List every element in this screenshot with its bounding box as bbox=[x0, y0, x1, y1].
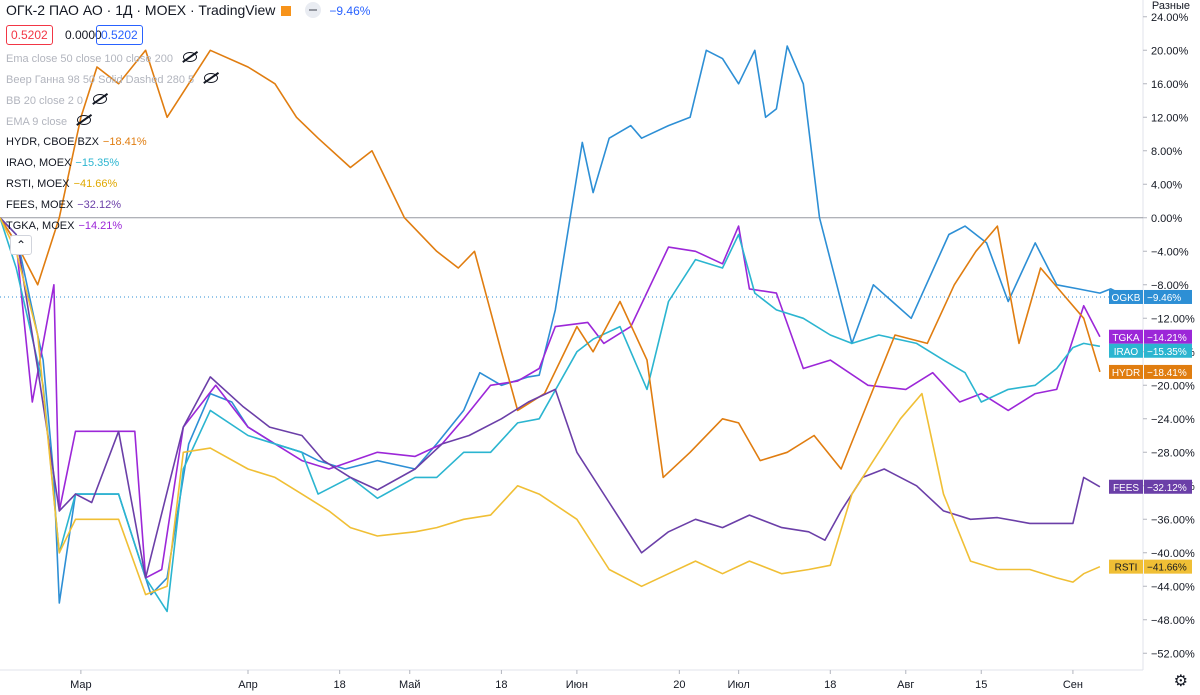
legend-value: −32.12% bbox=[77, 199, 121, 211]
last-value-badge-rsti bbox=[1144, 559, 1192, 574]
y-tick-label: 12.00% bbox=[1151, 112, 1189, 124]
x-tick-label: 18 bbox=[824, 679, 836, 691]
y-tick-label: −36.00% bbox=[1151, 514, 1195, 526]
legend-rsti[interactable]: RSTI, MOEX −41.66% bbox=[6, 178, 117, 190]
series-tag-label: FEES bbox=[1113, 483, 1139, 494]
series-line-ogkb bbox=[0, 45, 1128, 604]
last-value-badge-tgka bbox=[1144, 329, 1192, 344]
indicator-label: BB 20 close 2 0 bbox=[6, 95, 84, 107]
series-tag-tgka bbox=[1109, 329, 1143, 344]
y-tick-label: 8.00% bbox=[1151, 146, 1182, 158]
hidden-eye-icon[interactable] bbox=[77, 115, 92, 125]
x-tick-label: 18 bbox=[495, 679, 507, 691]
ask-price-box[interactable]: 0.5202 bbox=[96, 25, 143, 45]
y-tick-label: −28.00% bbox=[1151, 447, 1195, 459]
indicator-label: Ema close 50 close 100 close 200 bbox=[6, 53, 173, 65]
y-tick-label: −48.00% bbox=[1151, 615, 1195, 627]
y-tick-label: 24.00% bbox=[1151, 12, 1189, 24]
series-line-irao bbox=[0, 217, 1101, 613]
x-tick-label: Мар bbox=[70, 679, 92, 691]
legend-value: −18.41% bbox=[102, 136, 147, 148]
series-line-rsti bbox=[0, 217, 1101, 596]
indicator-bollinger[interactable]: BB 20 close 2 0 bbox=[6, 94, 108, 107]
series-tag-irao bbox=[1109, 343, 1143, 358]
legend-value: −14.21% bbox=[78, 220, 123, 232]
y-tick-label: −12.00% bbox=[1151, 313, 1195, 325]
y-tick-label: −8.00% bbox=[1151, 280, 1189, 292]
series-tag-rsti bbox=[1109, 559, 1143, 574]
series-line-tgka bbox=[0, 217, 1101, 579]
y-tick-label: −20.00% bbox=[1151, 380, 1195, 392]
legend-label: RSTI, MOEX bbox=[6, 178, 70, 190]
y-tick-label: −4.00% bbox=[1151, 246, 1189, 258]
series-tag-hydr bbox=[1109, 364, 1143, 379]
x-tick-label: Апр bbox=[238, 679, 257, 691]
symbol-change: −9.46% bbox=[329, 4, 371, 18]
x-tick-label: Июн bbox=[566, 679, 588, 691]
spread-value: 0.0000 bbox=[65, 28, 102, 42]
series-tag-fees bbox=[1109, 479, 1143, 494]
y-tick-label: −40.00% bbox=[1151, 548, 1195, 560]
gear-icon[interactable]: ⚙ bbox=[1173, 673, 1188, 690]
last-value-label: −9.46% bbox=[1147, 293, 1181, 304]
series-tag-ogkb bbox=[1109, 289, 1143, 304]
indicator-ema-ribbon[interactable]: Ema close 50 close 100 close 200 bbox=[6, 52, 197, 65]
hidden-eye-icon[interactable] bbox=[93, 94, 108, 104]
y-tick-label: −44.00% bbox=[1151, 581, 1195, 593]
last-value-label: −18.41% bbox=[1147, 368, 1187, 379]
indicator-gann-fan[interactable]: Веер Ганна 98 50 Solid Dashed 280 5 bbox=[6, 73, 219, 86]
legend-label: FEES, MOEX bbox=[6, 199, 74, 211]
collapse-legend-button[interactable]: ⌃ bbox=[10, 235, 32, 255]
last-value-badge-irao bbox=[1144, 343, 1192, 358]
legend-irao[interactable]: IRAO, MOEX −15.35% bbox=[6, 157, 119, 169]
legend-fees[interactable]: FEES, MOEX −32.12% bbox=[6, 199, 121, 211]
legend-value: −15.35% bbox=[75, 157, 120, 169]
legend-value: −41.66% bbox=[73, 178, 118, 190]
x-tick-label: Авг bbox=[897, 679, 914, 691]
indicator-label: EMA 9 close bbox=[6, 116, 68, 128]
symbol-title[interactable]: ОГК-2 ПАО АО · 1Д · MOEX · TradingView bbox=[6, 2, 276, 18]
y-tick-label: 4.00% bbox=[1151, 179, 1182, 191]
x-tick-label: Июл bbox=[727, 679, 749, 691]
hidden-eye-icon[interactable] bbox=[182, 52, 197, 62]
series-line-fees bbox=[0, 217, 1101, 579]
x-tick-label: Май bbox=[399, 679, 421, 691]
series-tag-label: TGKA bbox=[1112, 333, 1140, 344]
legend-tgka[interactable]: TGKA, MOEX −14.21% bbox=[6, 220, 122, 232]
legend-label: IRAO, MOEX bbox=[6, 157, 72, 169]
y-tick-label: 0.00% bbox=[1151, 213, 1182, 225]
y-tick-label: −24.00% bbox=[1151, 414, 1195, 426]
visibility-toggle-icon[interactable] bbox=[305, 2, 322, 18]
last-value-label: −32.12% bbox=[1147, 483, 1187, 494]
last-value-badge-hydr bbox=[1144, 364, 1192, 379]
series-tag-label: IRAO bbox=[1114, 347, 1139, 358]
y-tick-label: 16.00% bbox=[1151, 79, 1189, 91]
scale-mode-selector[interactable]: Разные bbox=[1151, 0, 1190, 12]
last-value-badge-ogkb bbox=[1144, 289, 1192, 304]
x-tick-label: 20 bbox=[673, 679, 685, 691]
legend-hydr[interactable]: HYDR, CBOE BZX −18.41% bbox=[6, 136, 147, 148]
indicator-label: Веер Ганна 98 50 Solid Dashed 280 5 bbox=[6, 74, 195, 86]
bid-price-box[interactable]: 0.5202 bbox=[6, 25, 53, 45]
last-value-badge-fees bbox=[1144, 479, 1192, 494]
x-tick-label: Сен bbox=[1063, 679, 1083, 691]
last-value-label: −41.66% bbox=[1147, 563, 1187, 574]
hidden-eye-icon[interactable] bbox=[204, 73, 219, 83]
indicator-ema9[interactable]: EMA 9 close bbox=[6, 115, 92, 128]
x-tick-label: 15 bbox=[975, 679, 987, 691]
last-value-label: −14.21% bbox=[1147, 333, 1187, 344]
legend-label: HYDR, CBOE BZX bbox=[6, 136, 99, 148]
flag-icon[interactable] bbox=[281, 6, 292, 16]
series-tag-label: RSTI bbox=[1115, 563, 1138, 574]
chart-header: ОГК-2 ПАО АО · 1Д · MOEX · TradingView −9… bbox=[6, 2, 370, 18]
x-tick-label: 18 bbox=[334, 679, 346, 691]
y-tick-label: −52.00% bbox=[1151, 648, 1195, 660]
chevron-up-icon: ⌃ bbox=[15, 238, 27, 252]
legend-label: TGKA, MOEX bbox=[6, 220, 75, 232]
series-tag-label: OGKB bbox=[1112, 293, 1141, 304]
last-value-label: −15.35% bbox=[1147, 347, 1187, 358]
y-tick-label: 20.00% bbox=[1151, 45, 1189, 57]
series-tag-label: HYDR bbox=[1112, 368, 1140, 379]
